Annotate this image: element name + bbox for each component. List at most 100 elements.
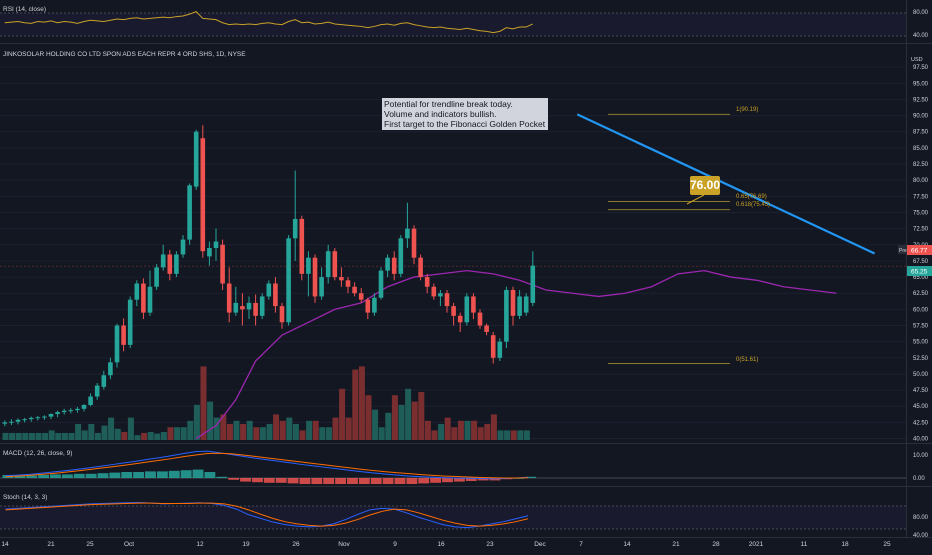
candle-body [299,218,305,274]
volume-bar [292,424,299,440]
candle-body [187,185,192,240]
macd-tick-0: 0.00 [913,476,925,482]
candle-body [345,280,351,287]
macd-histogram-bar [394,478,406,484]
symbol-label: JINKOSOLAR HOLDING CO LTD SPON ADS EACH … [3,51,246,58]
time-axis[interactable]: 14 21 25 Oct 12 19 26 Nov 9 16 23 Dec 7 14 21 28 2021 11 1… [1,541,891,548]
macd-histogram-bar [50,474,61,478]
target-price-label[interactable]: 76.00 [690,176,720,195]
macd-histogram-bar [263,478,275,483]
volume-bar [385,412,392,440]
candle-body [464,296,470,323]
macd-histogram-bar [275,478,287,483]
rsi-tick-40: 40.00 [913,33,929,39]
candle-body [207,248,212,257]
macd-histogram-bar [109,472,121,478]
candle-body [94,385,100,397]
candle-body [114,325,120,363]
macd-histogram-bar [477,478,489,481]
volume-bar [424,420,431,440]
candle-body [108,362,113,376]
macd-histogram-bar [38,475,50,478]
candle-body [68,410,74,412]
time-tick-18: 18 [841,541,849,548]
ma-price-tag [907,266,932,276]
volume-bar [114,428,121,440]
price-tick-6: 55.00 [913,340,929,346]
volume-bar [523,430,530,440]
fibonacci-levels[interactable] [0,113,906,365]
macd-histogram-bar [168,470,180,478]
candle-body [233,302,239,313]
candle-body [306,257,311,274]
target-pointer [686,194,705,205]
stoch-label: Stoch (14, 3, 3) [3,494,47,501]
macd-histogram-bar [251,478,263,483]
candle-body [15,419,21,422]
candle-body [332,251,338,278]
candle-body [358,293,364,300]
volume-bar [332,417,339,440]
candle-body [55,412,60,414]
price-tick-18: 85.00 [913,146,929,152]
candle-body [200,138,206,252]
price-tick-22: 95.00 [913,81,929,87]
time-tick-3: Oct [124,541,134,548]
volume-bar [457,420,464,440]
volume-bar [266,424,273,440]
volume-bar [391,395,398,440]
annotation-line-1: Potential for trendline break today. [384,99,513,109]
volume-bar [279,420,286,440]
volume-bar [418,392,425,440]
candle-body [75,408,80,411]
volume-bar [141,432,148,440]
volume-bar [398,404,405,440]
volume-bar [345,417,352,440]
time-tick-11: Dec [534,541,546,548]
volume-bar [94,432,101,440]
macd-histogram-bar [192,469,204,478]
macd-histogram-bar [430,478,442,483]
price-tick-2: 45.00 [913,404,929,410]
volume-bar [68,432,75,440]
macd-histogram-bar [418,478,430,484]
candle-body [147,286,153,313]
price-tick-8: 60.00 [913,307,929,313]
candle-body [61,410,67,413]
volume-bar [490,414,497,440]
volume-bar [497,430,504,440]
volume-bar [48,430,55,440]
candle-body [504,289,509,342]
volume-bar [358,366,365,440]
macd-histogram-bar [347,478,358,484]
volume-bar [240,424,247,440]
time-tick-16: 2021 [749,541,764,548]
candle-body [405,228,410,239]
candle-body [477,312,483,326]
volume-bar [431,430,438,440]
macd-histogram-bar [145,471,156,478]
candle-body [339,277,344,281]
volume-bar [2,432,9,440]
volume-bar [319,427,326,440]
volume-bar [286,417,293,440]
volume-bar [411,401,418,440]
candle-body [418,257,423,278]
price-tick-15: 77.50 [913,194,929,200]
volume-bar [42,432,49,440]
candle-body [391,257,397,274]
candle-body [9,421,14,423]
candle-body [154,267,159,287]
annotation-note[interactable]: Potential for trendline break today. Vol… [382,98,548,130]
candle-body [273,283,278,307]
trendline[interactable] [576,113,876,255]
candle-body [2,422,8,424]
price-tick-11: 67.50 [913,259,929,265]
macd-histogram-bar [240,478,251,482]
price-tick-19: 87.50 [913,130,929,136]
macd-histogram-bar [489,478,501,481]
macd-histogram-bar [442,478,453,483]
volume-bar [226,424,233,440]
